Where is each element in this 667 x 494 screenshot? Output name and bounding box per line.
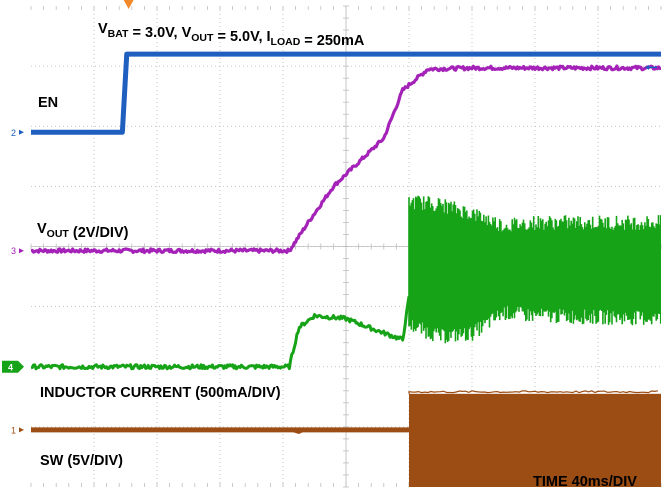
channel-marker-sw: 1 bbox=[11, 425, 24, 435]
traces bbox=[31, 51, 661, 487]
series-label-sw: SW (5V/DIV) bbox=[40, 453, 123, 469]
channel-marker-en: 2 bbox=[11, 128, 24, 138]
time-scale-label: TIME 40ms/DIV bbox=[533, 474, 637, 490]
trace-inductor-current-startup bbox=[31, 295, 411, 371]
trace-sw-top-edge bbox=[408, 390, 659, 394]
marker-arrow bbox=[19, 248, 24, 254]
marker-number: 4 bbox=[8, 362, 13, 372]
chart-title: VBAT = 3.0V, VOUT = 5.0V, ILOAD = 250mA bbox=[98, 21, 365, 49]
reference-arrow-head bbox=[645, 64, 649, 70]
series-label-vout: VOUT (2V/DIV) bbox=[37, 221, 129, 241]
marker-number: 2 bbox=[11, 128, 16, 138]
marker-tab bbox=[2, 360, 24, 373]
trace-en bbox=[31, 51, 661, 135]
marker-number: 3 bbox=[11, 246, 16, 256]
series-label-en: EN bbox=[38, 95, 58, 111]
series-il bbox=[31, 195, 661, 371]
channel-marker-vout: 3 bbox=[11, 246, 24, 256]
channel-marker-il: 4 bbox=[2, 360, 24, 373]
trace-sw-dip bbox=[285, 427, 309, 434]
channel-markers: 2 3 4 1 bbox=[2, 64, 657, 435]
marker-number: 1 bbox=[11, 425, 16, 435]
trigger-position-marker bbox=[123, 0, 134, 9]
series-sw bbox=[31, 390, 661, 487]
trace-vout bbox=[31, 64, 661, 255]
marker-arrow bbox=[19, 427, 24, 433]
trace-inductor-current-ripple bbox=[408, 195, 661, 344]
series-en bbox=[31, 51, 661, 135]
trace-sw-switching bbox=[409, 393, 661, 487]
series-label-inductor-current: INDUCTOR CURRENT (500mA/DIV) bbox=[40, 385, 281, 401]
series-vout bbox=[31, 64, 661, 255]
marker-arrow bbox=[19, 129, 24, 135]
